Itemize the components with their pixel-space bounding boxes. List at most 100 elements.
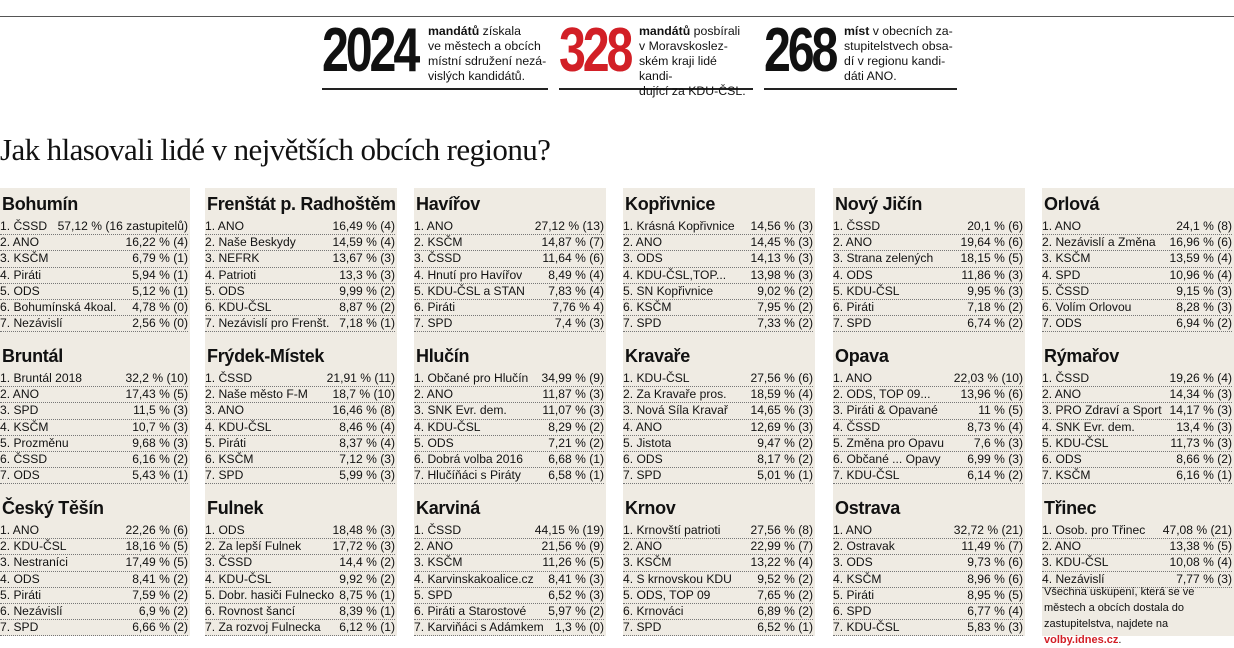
party-result: 14,17 % (3) bbox=[1169, 403, 1232, 418]
party-result: 7,95 % (2) bbox=[757, 299, 813, 314]
city-name: Krnov bbox=[625, 498, 676, 518]
result-row: 5. Jistota 9,47 % (2) bbox=[623, 436, 813, 452]
party-result: 11,87 % (3) bbox=[542, 387, 604, 402]
party-result: 5,01 % (1) bbox=[757, 468, 813, 483]
city-name: Havířov bbox=[416, 194, 480, 214]
city-block: Fulnek 1. ODS 18,48 % (3) 2. Za lepší Fulne… bbox=[205, 492, 397, 644]
city-name: Třinec bbox=[1044, 498, 1097, 518]
result-row: 7. ODS 5,43 % (1) bbox=[0, 468, 188, 485]
party-result: 13,22 % (4) bbox=[750, 555, 813, 570]
result-row: 3. Nová Síla Kravař 14,65 % (3) bbox=[623, 403, 813, 420]
city-name: Hlučín bbox=[416, 346, 470, 366]
party-name: 3. ANO bbox=[205, 403, 244, 418]
party-result: 16,46 % (8) bbox=[332, 403, 395, 418]
party-name: 6. KDU-ČSL bbox=[205, 299, 272, 314]
stat-text-line: dující za KDU-ČSL. bbox=[639, 84, 746, 98]
party-result: 24,1 % (8) bbox=[1176, 219, 1232, 233]
stat-text: míst v obecních za-stupitelstvech obsa-d… bbox=[844, 24, 953, 84]
results-list: 1. Bruntál 2018 32,2 % (10) 2. ANO 17,43 % … bbox=[0, 371, 188, 485]
party-name: 2. Naše Beskydy bbox=[205, 235, 296, 250]
city-block: Kravaře 1. KDU-ČSL 27,56 % (6) 2. Za Kravař… bbox=[623, 340, 815, 492]
party-result: 16,49 % (4) bbox=[332, 219, 395, 233]
party-result: 27,56 % (8) bbox=[750, 523, 813, 537]
result-row: 6. Bohumínská 4koal. 4,78 % (0) bbox=[0, 300, 188, 317]
city-name: Frenštát p. Radhoštěm bbox=[207, 194, 396, 214]
party-result: 19,64 % (6) bbox=[960, 235, 1023, 250]
result-row: 2. Naše Beskydy 14,59 % (4) bbox=[205, 235, 395, 252]
result-row: 2. ANO 16,22 % (4) bbox=[0, 235, 188, 252]
party-name: 2. ANO bbox=[414, 539, 453, 554]
party-result: 7,83 % (4) bbox=[548, 283, 604, 298]
party-result: 1,3 % (0) bbox=[554, 620, 604, 635]
party-result: 8,87 % (2) bbox=[339, 299, 395, 314]
party-result: 13,67 % (3) bbox=[332, 251, 395, 266]
stat-number: 328 bbox=[559, 16, 633, 85]
party-result: 18,15 % (5) bbox=[960, 251, 1023, 266]
party-result: 47,08 % (21) bbox=[1162, 523, 1232, 537]
result-row: 6. Nezávislí 6,9 % (2) bbox=[0, 603, 188, 621]
party-result: 6,12 % (1) bbox=[339, 620, 395, 635]
party-name: 1. ČSSD bbox=[0, 219, 48, 233]
party-result: 8,49 % (4) bbox=[548, 267, 604, 282]
party-result: 17,72 % (3) bbox=[332, 539, 395, 554]
results-list: 1. ČSSD 57,12 % (16 zastupitelů) 2. ANO 16,… bbox=[0, 219, 188, 333]
party-result: 5,43 % (1) bbox=[132, 468, 188, 483]
party-name: 4. SNK Evr. dem. bbox=[1042, 419, 1135, 434]
results-list: 1. ANO 16,49 % (4) 2. Naše Beskydy 14,59 % … bbox=[205, 219, 395, 333]
party-result: 16,22 % (4) bbox=[125, 235, 188, 250]
party-result: 7,4 % (3) bbox=[554, 316, 604, 331]
party-result: 44,15 % (19) bbox=[534, 523, 604, 537]
result-row: 2. ANO 13,38 % (5) bbox=[1042, 539, 1232, 556]
city-block: Bohumín 1. ČSSD 57,12 % (16 zastupitelů) 2.… bbox=[0, 188, 190, 340]
result-row: 6. Dobrá volba 2016 6,68 % (1) bbox=[414, 452, 604, 469]
result-row: 4. Nezávislí 7,77 % (3) bbox=[1042, 572, 1232, 588]
city-block: Opava 1. ANO 22,03 % (10) 2. ODS, TOP 09...… bbox=[833, 340, 1025, 492]
stat-block: 328 mandátů posbírali v Moravskoslez-ském… bbox=[559, 16, 753, 98]
results-list: 1. ODS 18,48 % (3) 2. Za lepší Fulnek 17,72… bbox=[205, 523, 395, 637]
city-name: Kravaře bbox=[625, 346, 690, 366]
party-result: 22,26 % (6) bbox=[125, 523, 188, 537]
party-name: 1. ČSSD bbox=[205, 371, 253, 385]
party-result: 7,59 % (2) bbox=[132, 587, 188, 602]
party-result: 8,66 % (2) bbox=[1176, 451, 1232, 466]
party-name: 5. KDU-ČSL bbox=[1042, 435, 1109, 450]
party-name: 5. ODS bbox=[414, 435, 454, 450]
result-row: 1. ANO 16,49 % (4) bbox=[205, 219, 395, 236]
result-row: 2. Naše město F-M 18,7 % (10) bbox=[205, 387, 395, 404]
party-name: 6. Rovnost šancí bbox=[205, 603, 296, 618]
party-name: 4. Patrioti bbox=[205, 267, 257, 282]
city-block: Frýdek-Místek 1. ČSSD 21,91 % (11) 2. Naše … bbox=[205, 340, 397, 492]
party-name: 7. KSČM bbox=[1042, 468, 1091, 483]
party-name: 6. Nezávislí bbox=[0, 603, 63, 618]
results-column: Nový Jičín 1. ČSSD 20,1 % (6) 2. ANO 19,64 %… bbox=[833, 188, 1025, 637]
party-name: 5. ČSSD bbox=[1042, 283, 1090, 298]
result-row: 4. ODS 11,86 % (3) bbox=[833, 268, 1023, 284]
results-list: 1. ANO 27,12 % (13) 2. KSČM 14,87 % (7) 3. Č… bbox=[414, 219, 604, 333]
party-name: 1. Krnovští patrioti bbox=[623, 523, 721, 537]
result-row: 3. Strana zelených 18,15 % (5) bbox=[833, 251, 1023, 268]
city-block: Český Těšín 1. ANO 22,26 % (6) 2. KDU-ČSL 18… bbox=[0, 492, 190, 644]
party-name: 2. Ostravak bbox=[833, 539, 895, 554]
city-name: Bruntál bbox=[2, 346, 63, 366]
party-result: 6,9 % (2) bbox=[138, 603, 188, 618]
party-result: 8,37 % (4) bbox=[339, 435, 395, 450]
party-name: 2. ANO bbox=[0, 387, 39, 402]
party-result: 6,52 % (3) bbox=[548, 587, 604, 602]
party-result: 6,89 % (2) bbox=[757, 603, 813, 618]
party-result: 14,13 % (3) bbox=[750, 251, 813, 266]
result-row: 2. ANO 22,99 % (7) bbox=[623, 539, 813, 556]
party-name: 6. Občané ... Opavy bbox=[833, 451, 941, 466]
party-name: 7. SPD bbox=[0, 620, 39, 635]
result-row: 6. SPD 6,77 % (4) bbox=[833, 604, 1023, 621]
results-list: 1. Krnovští patrioti 27,56 % (8) 2. ANO 22,… bbox=[623, 523, 813, 637]
result-row: 7. KSČM 6,16 % (1) bbox=[1042, 468, 1232, 485]
party-name: 6. Piráti bbox=[833, 299, 874, 314]
party-result: 7,33 % (2) bbox=[757, 316, 813, 331]
result-row: 3. SNK Evr. dem. 11,07 % (3) bbox=[414, 403, 604, 420]
result-row: 7. Hlučíňáci s Piráty 6,58 % (1) bbox=[414, 468, 604, 485]
party-result: 9,92 % (2) bbox=[339, 571, 395, 586]
result-row: 6. KSČM 7,95 % (2) bbox=[623, 299, 813, 317]
party-result: 11,86 % (3) bbox=[961, 267, 1023, 282]
results-column: Havířov 1. ANO 27,12 % (13) 2. KSČM 14,87 % … bbox=[414, 188, 606, 637]
result-row: 7. Nezávislí pro Frenšt. 7,18 % (1) bbox=[205, 316, 395, 333]
